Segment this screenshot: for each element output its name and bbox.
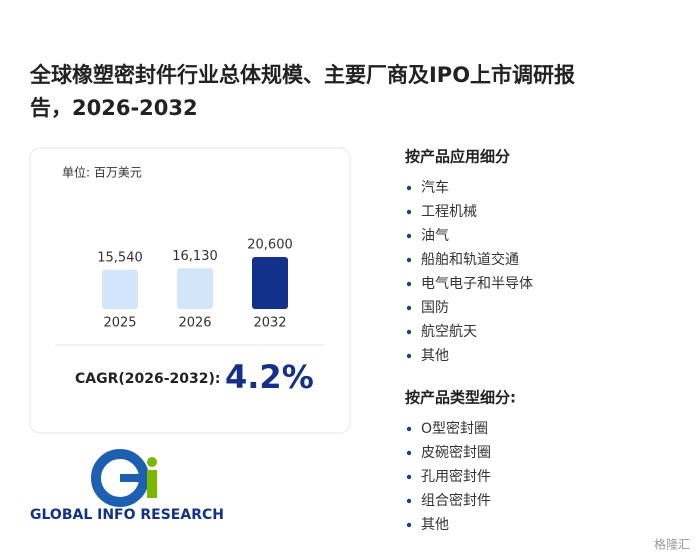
bullet bbox=[406, 209, 412, 215]
bullet bbox=[406, 185, 412, 191]
segment-item: 皮碗密封圈 bbox=[421, 444, 491, 461]
segment-item: 航空航天 bbox=[421, 324, 477, 340]
cagr-label: CAGR(2026-2032): bbox=[75, 371, 221, 387]
segment-item: 电气电子和半导体 bbox=[421, 276, 533, 292]
segment-item: 组合密封件 bbox=[421, 492, 491, 509]
title: 告，2026-2032 bbox=[30, 96, 198, 120]
bullet bbox=[406, 426, 412, 432]
watermark: 格隆汇 bbox=[654, 537, 690, 552]
segment-item: 工程机械 bbox=[421, 204, 477, 220]
bullet bbox=[406, 498, 412, 504]
bullet bbox=[406, 474, 412, 480]
bullet bbox=[406, 305, 412, 311]
segment-item: 船舶和轨道交通 bbox=[421, 251, 519, 268]
bar bbox=[102, 269, 138, 309]
logo-text: GLOBAL INFO RESEARCH bbox=[30, 507, 224, 523]
value-label: 16,130 bbox=[172, 249, 218, 264]
segment-item: 其他 bbox=[421, 348, 449, 364]
bullet bbox=[406, 281, 412, 287]
value-label: 20,600 bbox=[247, 238, 293, 253]
segment-item: 孔用密封件 bbox=[421, 468, 491, 485]
segment-heading: 按产品类型细分: bbox=[405, 389, 516, 407]
segment-item: 国防 bbox=[421, 300, 449, 316]
bullet bbox=[406, 353, 412, 359]
segment-item: 汽车 bbox=[421, 179, 449, 196]
bullet bbox=[406, 257, 412, 263]
category-label: 2025 bbox=[103, 316, 136, 331]
bullet bbox=[406, 450, 412, 456]
title: 全球橡塑密封件行业总体规模、主要厂商及IPO上市调研报 bbox=[29, 63, 575, 87]
segment-heading: 按产品应用细分 bbox=[405, 148, 510, 166]
bar bbox=[252, 257, 288, 309]
segment-item: 油气 bbox=[421, 228, 449, 244]
bar bbox=[177, 268, 213, 309]
segment-item: O型密封圈 bbox=[421, 420, 488, 437]
cagr-value: 4.2% bbox=[225, 358, 314, 396]
bullet bbox=[406, 329, 412, 335]
value-label: 15,540 bbox=[97, 250, 143, 265]
segment-item: 其他 bbox=[421, 517, 449, 533]
category-label: 2026 bbox=[178, 316, 211, 331]
category-label: 2032 bbox=[253, 316, 286, 331]
bullet bbox=[406, 522, 412, 528]
bullet bbox=[406, 233, 412, 239]
unit-label: 单位: 百万美元 bbox=[62, 165, 142, 180]
logo-mark bbox=[91, 449, 157, 507]
